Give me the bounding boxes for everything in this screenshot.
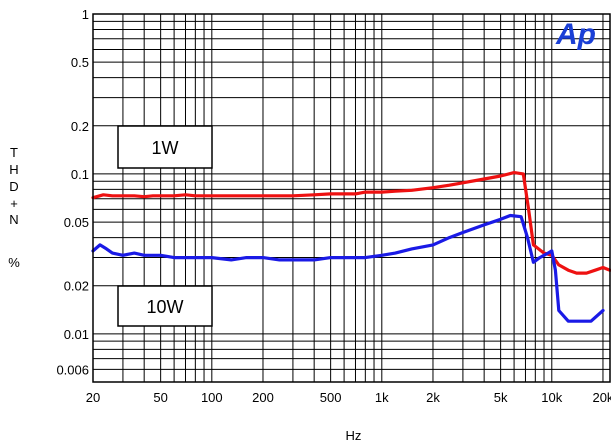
x-tick-label: 5k	[494, 390, 508, 405]
y-tick-label: 0.02	[64, 279, 89, 294]
tick-labels: 20 50 100 200 500 1k 2k 5k 10k 20k 1 0.5 0.2 0.1 0.05 0…	[56, 7, 611, 405]
x-tick-label: 1k	[375, 390, 389, 405]
y-tick-label: 0.1	[71, 167, 89, 182]
y-axis-label-char: D	[9, 179, 19, 194]
annotation-box-1w	[117, 125, 213, 169]
y-axis-label-char: +	[10, 196, 18, 211]
y-axis-label-char: N	[9, 212, 19, 227]
y-axis-label-char: %	[8, 255, 20, 270]
annotation-label-1w: 1W	[152, 138, 179, 158]
x-tick-label: 200	[252, 390, 274, 405]
x-tick-label: 20	[86, 390, 100, 405]
x-axis-label: Hz	[346, 428, 362, 443]
y-axis-label-char: H	[9, 162, 19, 177]
x-tick-label: 50	[153, 390, 167, 405]
ap-logo: Ap	[555, 18, 596, 51]
x-tick-label: 20k	[592, 390, 611, 405]
y-tick-label: 0.2	[71, 119, 89, 134]
y-tick-label: 0.006	[56, 362, 89, 377]
x-tick-label: 100	[201, 390, 223, 405]
y-tick-label: 0.05	[64, 215, 89, 230]
annotation-box-10w	[117, 285, 213, 327]
y-tick-label: 0.5	[71, 55, 89, 70]
y-axis-label-char: T	[10, 145, 18, 160]
x-tick-label: 10k	[541, 390, 562, 405]
y-tick-label: 1	[82, 7, 89, 22]
plot-frame	[92, 13, 611, 383]
annotation-label-10w: 10W	[146, 297, 183, 317]
grid	[92, 13, 610, 383]
series-line-10w	[91, 213, 605, 323]
annotations: 1W 10W	[117, 125, 213, 327]
series-lines	[91, 171, 611, 323]
x-tick-label: 500	[320, 390, 342, 405]
x-tick-label: 2k	[426, 390, 440, 405]
y-tick-label: 0.01	[64, 327, 89, 342]
